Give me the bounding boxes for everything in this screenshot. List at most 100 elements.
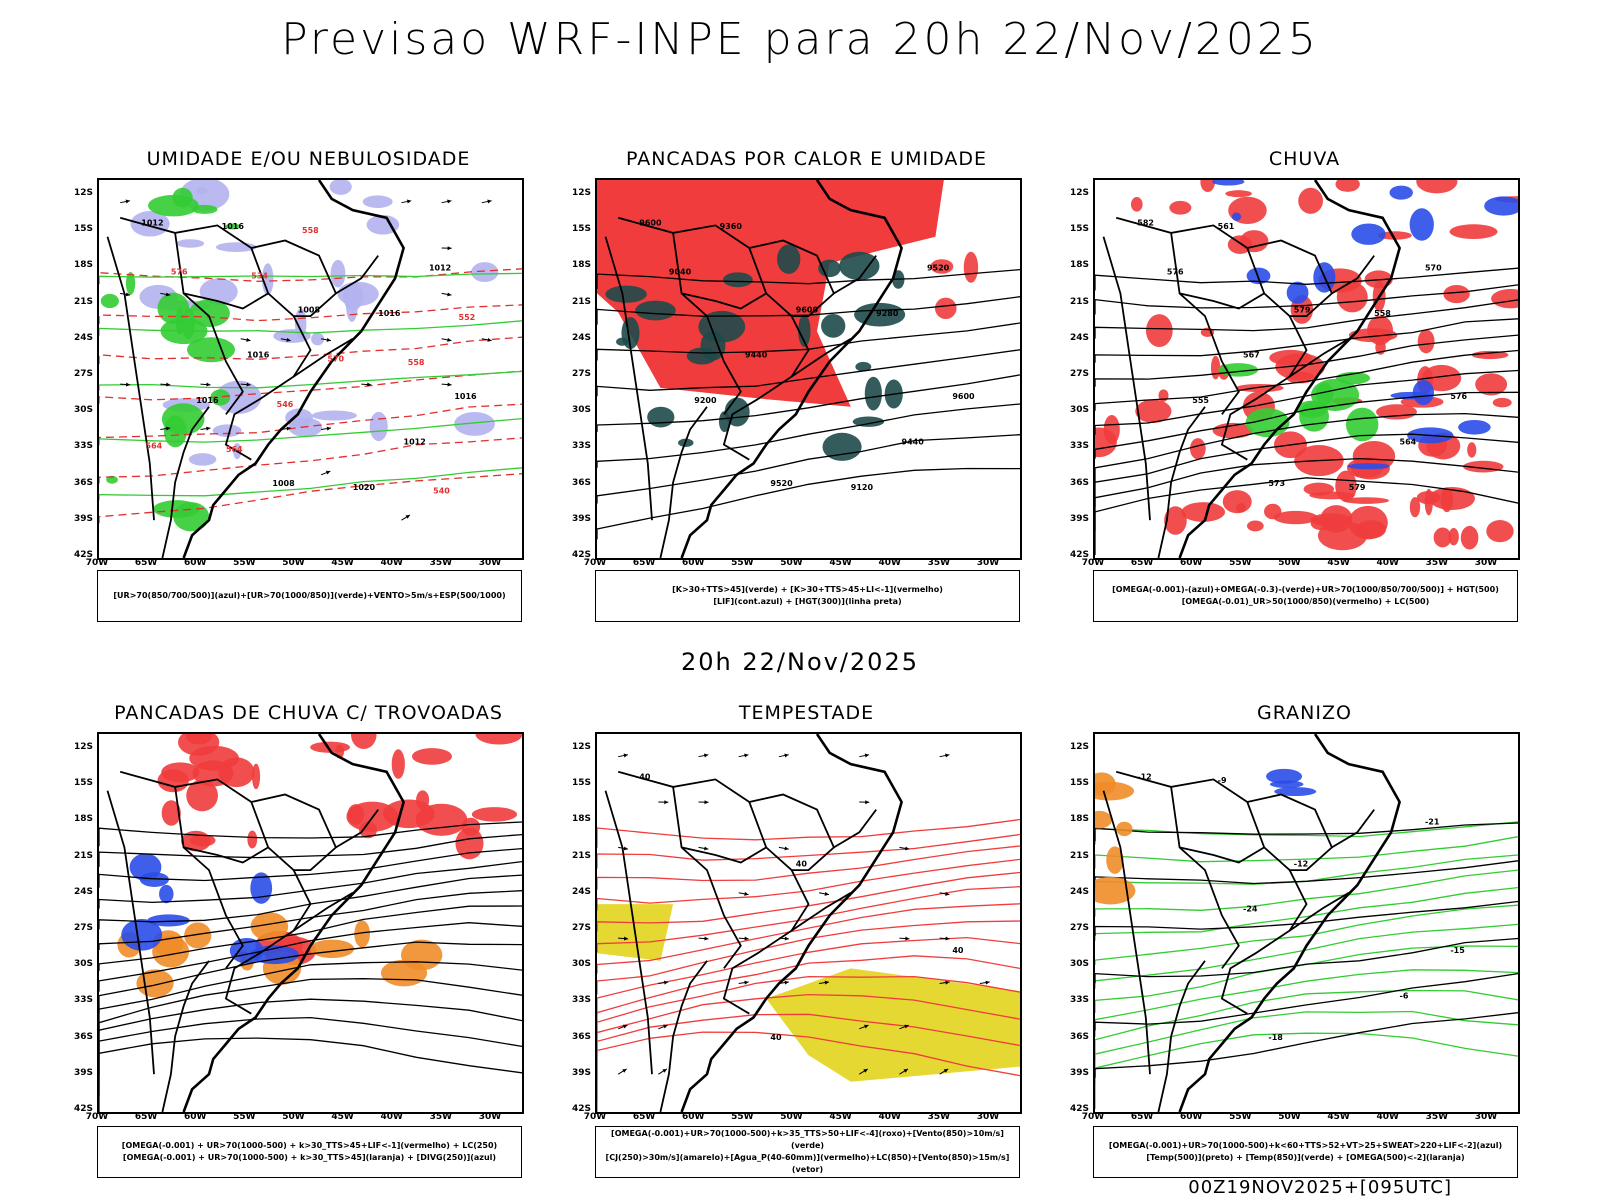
wind-vector-head	[784, 936, 789, 941]
longitude-label: 50W	[1278, 1112, 1301, 1122]
hgt500-contour	[1095, 477, 1518, 556]
latitude-label: 39S	[571, 1067, 591, 1078]
latitude-label: 15S	[73, 778, 93, 789]
longitude-label: 55W	[233, 1112, 256, 1122]
omega-strong-fill	[1315, 382, 1334, 406]
latitude-label: 30S	[1069, 405, 1089, 416]
longitude-label: 45W	[331, 1112, 354, 1122]
state-border	[1247, 239, 1333, 317]
contour-label: -12	[1137, 772, 1151, 781]
contour-label: 1016	[196, 396, 219, 405]
heat-moisture-fill	[821, 314, 846, 338]
state-border	[672, 232, 742, 415]
latitude-label: 27S	[1069, 923, 1089, 933]
latitude-label: 30S	[73, 405, 93, 416]
latitude-label: 27S	[73, 923, 93, 933]
hgt500-contour	[1095, 412, 1518, 483]
heat-moisture-fill	[818, 259, 841, 278]
contour-label: 546	[277, 400, 294, 409]
rain-fill	[1348, 328, 1398, 343]
longitude-label: 50W	[282, 558, 305, 568]
precipitable-water-contour	[597, 845, 1020, 890]
state-border	[1179, 846, 1265, 864]
latitude-label: 12S	[1069, 188, 1089, 198]
state-border	[749, 239, 835, 317]
rain-fill	[1417, 329, 1435, 354]
rain-fill	[1460, 525, 1479, 550]
longitude-label: 45W	[829, 1112, 852, 1122]
state-border	[1331, 255, 1375, 295]
wind-vector-head	[326, 337, 331, 342]
footer-run-label: 00Z19NOV2025+[095UTC]	[1188, 1177, 1452, 1198]
wind-vector-head	[326, 426, 331, 431]
longitude-label: 65W	[632, 558, 656, 568]
wind-vector-head	[406, 199, 412, 204]
longitude-label: 60W	[1180, 558, 1203, 568]
latitude-label: 21S	[1069, 296, 1089, 307]
state-border	[617, 216, 810, 461]
state-border	[1115, 216, 1308, 461]
humidity-upper-fill	[311, 410, 357, 421]
contour-label: 576	[1450, 392, 1467, 401]
thunderstorm-fill	[347, 804, 365, 825]
streamline	[99, 922, 522, 992]
latitude-label: 36S	[571, 477, 591, 488]
divergence-fill	[250, 945, 299, 965]
divergence-fill	[139, 872, 169, 887]
rain-fill	[1409, 497, 1421, 518]
longitude-label: 35W	[1425, 1112, 1449, 1122]
longitude-label: 50W	[780, 558, 803, 568]
latitude-label: 33S	[571, 995, 591, 1006]
precipitable-water-contour	[597, 818, 1020, 848]
longitude-label: 40W	[380, 1112, 403, 1122]
state-border	[1179, 292, 1265, 310]
temp500-contour	[1095, 860, 1518, 889]
contour-label: 1016	[378, 309, 401, 318]
rain-fill	[1181, 502, 1226, 522]
latitude-label: 36S	[571, 1031, 591, 1042]
latitude-label: 12S	[1069, 742, 1089, 752]
temp500-contour	[1095, 937, 1518, 984]
legend-line: [OMEGA(-0.001) + UR>70(1000-500) + k>30_…	[122, 1153, 497, 1162]
longitude-label: 60W	[184, 1112, 207, 1122]
panel-legend: [OMEGA(-0.001)+UR>70(1000-500)+k<60+TTS>…	[1093, 1126, 1518, 1178]
rain-fill	[1443, 284, 1470, 304]
thunderstorm-fill	[247, 830, 258, 849]
main-title: Previsao WRF-INPE para 20h 22/Nov/2025	[281, 14, 1319, 65]
latitude-label: 15S	[1069, 778, 1089, 789]
omega-fill	[1106, 846, 1124, 874]
state-border	[1102, 790, 1151, 1075]
state-border	[681, 292, 767, 310]
longitude-label: 60W	[682, 558, 705, 568]
rain-fill	[1421, 364, 1462, 392]
longitude-label: 45W	[331, 558, 354, 568]
wind-vector-head	[903, 1068, 908, 1073]
streamline	[99, 890, 522, 951]
rain-fill	[1471, 350, 1509, 360]
wind-vector-head	[125, 382, 131, 387]
rain-fill	[1449, 224, 1498, 240]
contour-label: 558	[302, 226, 319, 235]
contour-label: -15	[1450, 946, 1465, 955]
precipitable-water-contour	[597, 936, 1020, 1016]
map-canvas: 1012 1008 1016 1008 1012 1016 1012 1016 1016 1016…	[99, 180, 522, 558]
mid-title: 20h 22/Nov/2025	[680, 648, 919, 676]
humidity-lower-fill	[125, 272, 136, 295]
thunderstorm-fill	[455, 827, 484, 860]
state-border	[183, 292, 269, 310]
wind-vector-head	[945, 753, 950, 758]
latitude-label: 15S	[73, 224, 93, 235]
humidity-upper-fill	[369, 411, 388, 442]
longitude-label: 50W	[780, 1112, 803, 1122]
humidity-lower-fill	[173, 502, 210, 532]
streamline	[99, 860, 522, 909]
state-border	[251, 793, 337, 871]
state-border	[617, 770, 810, 1015]
contour-label: 576	[171, 268, 188, 277]
contour-label: 564	[226, 445, 243, 454]
humidity-upper-fill	[366, 214, 400, 235]
longitude-label: 35W	[927, 558, 951, 568]
rain-fill	[1378, 231, 1412, 240]
state-border	[749, 793, 835, 871]
state-border	[106, 236, 155, 521]
